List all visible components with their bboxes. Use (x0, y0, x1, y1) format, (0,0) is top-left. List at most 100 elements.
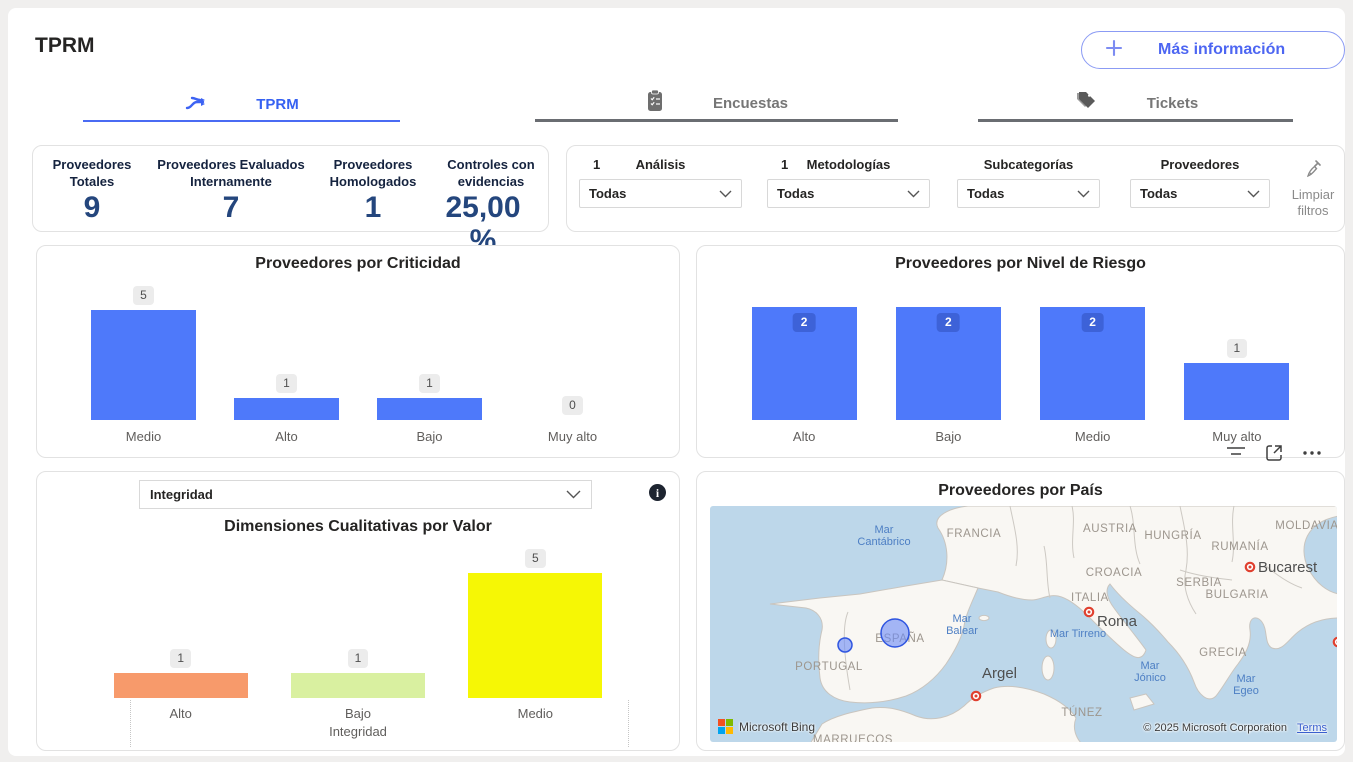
map-border (1071, 506, 1075, 559)
bar-alto[interactable] (234, 398, 339, 420)
bar-column: 1 (1165, 275, 1309, 420)
kpi-value: 9 (83, 190, 101, 224)
x-axis-labels: Alto Bajo Medio Muy alto (732, 429, 1309, 444)
bar-medio[interactable]: 2 (1040, 307, 1146, 420)
filter-card: 1 Análisis Todas 1 Metodologías Todas (566, 145, 1345, 232)
map-border (1043, 545, 1051, 599)
map-island-sardinia (1041, 655, 1055, 681)
svg-text:i: i (656, 487, 660, 500)
category-label: Alto (275, 429, 298, 444)
bar-column: 1 (269, 546, 446, 698)
data-label: 2 (792, 313, 816, 332)
data-label: 1 (276, 374, 297, 393)
broom-icon (1302, 160, 1324, 184)
chevron-down-icon (719, 185, 732, 203)
chart-proveedores-criticidad: Proveedores por Criticidad 5 1 1 0 Medio Alt… (36, 245, 680, 458)
focus-mode-icon[interactable] (1265, 444, 1283, 462)
dropdown-value: Todas (589, 186, 627, 201)
dropdown-value: Todas (1140, 186, 1178, 201)
data-label: 5 (524, 549, 546, 568)
bar-bajo[interactable] (290, 673, 425, 698)
tab-tickets[interactable]: Tickets (978, 88, 1293, 122)
bar-medio[interactable] (468, 573, 603, 698)
country-label: ITALIA (1071, 592, 1109, 604)
x-axis-title: Integridad (329, 724, 387, 739)
dropdown-value: Todas (777, 186, 815, 201)
kpi-value: 25,00 % (445, 190, 521, 257)
map-city-marker (1244, 561, 1256, 573)
chevron-down-icon (907, 185, 920, 203)
city-label: Argel (982, 665, 1017, 682)
more-info-button[interactable]: Más información (1081, 31, 1345, 69)
sea-label: Mar Egeo (1233, 673, 1259, 697)
category-label: Medio (1074, 429, 1111, 444)
chevron-down-icon (566, 486, 581, 504)
terms-link[interactable]: Terms (1297, 722, 1327, 734)
category-label: Bajo (344, 706, 371, 721)
bar-bajo[interactable] (377, 398, 482, 420)
clipboard-checklist-icon (645, 89, 665, 118)
plus-icon (1104, 38, 1124, 63)
bar-bajo[interactable]: 2 (895, 307, 1001, 420)
chart-title: Dimensiones Cualitativas por Valor (224, 518, 492, 535)
kpi-value: 7 (222, 190, 240, 224)
dimension-select[interactable]: Integridad (139, 480, 592, 509)
tab-tprm[interactable]: TPRM (83, 88, 400, 122)
axis-edge-line (130, 700, 131, 747)
kpi-label: Proveedores Homologados (329, 157, 417, 189)
data-label: 2 (937, 313, 960, 332)
subcategorias-dropdown[interactable]: Todas (957, 179, 1100, 208)
filter-metodologias: 1 Metodologías Todas (767, 155, 930, 208)
category-label: Medio (517, 706, 554, 721)
filter-label: Proveedores (1160, 157, 1240, 172)
tab-label: Tickets (1146, 95, 1199, 112)
filter-lines-icon[interactable] (1226, 446, 1246, 460)
sea-label: Mar Cantábrico (857, 524, 910, 548)
map-bubble-portugal[interactable] (837, 637, 853, 653)
bing-logo-label: Microsoft Bing (739, 719, 816, 734)
bar-column: 5 (447, 546, 624, 698)
category-label: Muy alto (1212, 429, 1262, 444)
metodologias-dropdown[interactable]: Todas (767, 179, 930, 208)
kpi-label: Proveedores Totales (52, 157, 132, 189)
chevron-down-icon (1247, 185, 1260, 203)
map-proveedores-pais: Proveedores por País (696, 471, 1345, 751)
filter-subcategorias: Subcategorías Todas (957, 155, 1100, 208)
analisis-dropdown[interactable]: Todas (579, 179, 742, 208)
data-label: 1 (1226, 339, 1248, 358)
bar-medio[interactable] (91, 310, 196, 420)
country-label: CROACIA (1086, 567, 1143, 579)
filter-count: 1 (781, 157, 789, 172)
bar-alto[interactable]: 2 (751, 307, 857, 420)
kpi-proveedores-homologados: Proveedores Homologados 1 (311, 157, 435, 224)
plot-area: 2 2 2 1 (732, 275, 1309, 420)
dropdown-value: Todas (967, 186, 1005, 201)
x-axis-labels: Medio Alto Bajo Muy alto (72, 429, 644, 444)
tab-encuestas[interactable]: Encuestas (535, 88, 898, 122)
bar-muy-alto[interactable] (1184, 363, 1290, 420)
data-label: 1 (170, 649, 191, 668)
map-city-marker (1332, 636, 1337, 648)
map-bubble-españa[interactable] (880, 618, 910, 648)
bar-column: 5 (72, 278, 215, 420)
info-icon[interactable]: i (649, 484, 666, 501)
chevron-down-icon (1077, 185, 1090, 203)
data-label: 1 (419, 374, 440, 393)
bar-alto[interactable] (113, 673, 248, 698)
microsoft-logo-icon (718, 719, 733, 734)
x-axis-labels: Alto Bajo Medio (92, 706, 624, 721)
axis-edge-line (628, 700, 629, 747)
clear-filters-button[interactable]: Limpiar filtros (1285, 158, 1341, 220)
bing-map[interactable]: FRANCIA AUSTRIA HUNGRÍA MOLDAVIA RUMANÍA CROA… (710, 506, 1337, 742)
map-island-corsica (1045, 629, 1057, 649)
country-label: PORTUGAL (795, 661, 863, 673)
proveedores-dropdown[interactable]: Todas (1130, 179, 1270, 208)
visual-hover-toolbar (1226, 444, 1322, 462)
more-options-icon[interactable] (1302, 450, 1322, 456)
data-label: 5 (133, 286, 154, 305)
map-black-sea (1303, 515, 1337, 595)
bar-column: 1 (358, 278, 501, 420)
category-label: Alto (169, 706, 192, 721)
country-label: GRECIA (1199, 647, 1247, 659)
filter-proveedores: Proveedores Todas (1130, 155, 1270, 208)
